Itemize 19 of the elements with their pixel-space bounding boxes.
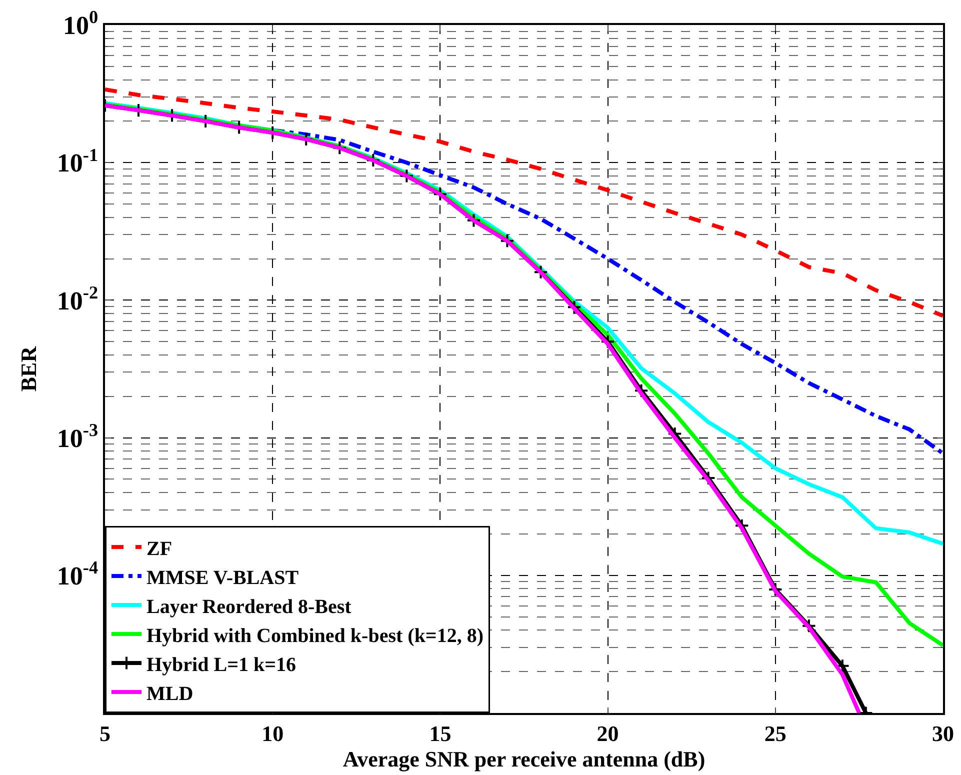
y-tick-label: 10$^{-1}$ xyxy=(56,144,98,178)
y-tick-label: 10$^{-3}$ xyxy=(56,420,98,453)
x-tick-label: 15 xyxy=(429,721,452,746)
x-tick-label: 20 xyxy=(596,721,619,746)
x-axis-title: Average SNR per receive antenna (dB) xyxy=(342,746,706,772)
legend-label: MMSE V-BLAST xyxy=(146,566,300,589)
x-tick-label: 10 xyxy=(262,721,284,746)
x-tick-label: 30 xyxy=(932,721,954,746)
y-tick-label: 10$^{-2}$ xyxy=(56,282,98,316)
legend-label: MLD xyxy=(146,682,194,705)
legend-label: ZF xyxy=(146,538,172,560)
legend-label: Hybrid with Combined k-best (k=12, 8) xyxy=(146,624,484,647)
legend-label: Layer Reordered 8-Best xyxy=(146,596,352,618)
y-axis-title: BER xyxy=(16,345,42,392)
y-tick-label: 10$^{-4}$ xyxy=(56,558,98,590)
y-tick-label: 10$^{0}$ xyxy=(62,7,98,40)
x-tick-label: 5 xyxy=(100,721,110,746)
legend-label: Hybrid L=1 k=16 xyxy=(146,654,296,676)
x-tick-label: 25 xyxy=(764,721,786,746)
